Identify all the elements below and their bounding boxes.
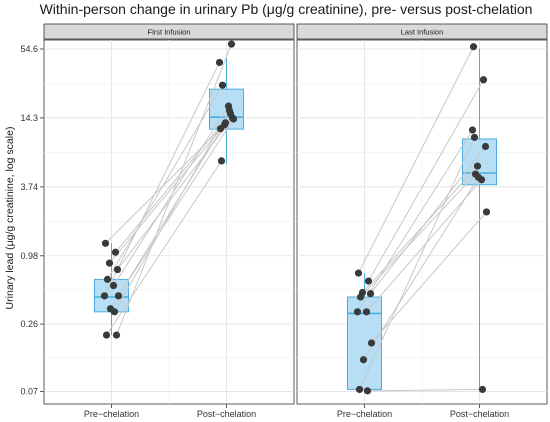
data-point-post	[481, 142, 490, 151]
pair-line	[109, 124, 225, 264]
data-point-post	[229, 115, 238, 123]
data-point-pre	[113, 265, 122, 274]
data-point-post	[227, 40, 236, 48]
data-point-pre	[112, 331, 121, 339]
y-tick-label: 3.74	[20, 182, 38, 192]
pair-line	[106, 160, 222, 336]
y-axis-title: Urinary lead (μg/g creatinine, log scale…	[4, 127, 16, 310]
pair-line	[363, 177, 479, 361]
strip-label: Last Infusion	[401, 28, 444, 37]
data-point-pre	[114, 292, 123, 300]
panel-1: First Infusion Pre−chelation Post−chelatio…	[43, 23, 295, 419]
data-point-pre	[363, 387, 372, 395]
y-tick-label: 0.26	[20, 319, 38, 329]
data-point-pre	[353, 308, 362, 316]
data-point-post	[482, 208, 491, 216]
data-point-pre	[356, 293, 365, 301]
panel-2: Last Infusion Pre−chelation Post−chelation	[296, 23, 548, 419]
data-point-pre	[362, 308, 371, 316]
data-point-post	[217, 157, 226, 165]
data-point-post	[218, 81, 227, 89]
data-point-pre	[102, 331, 111, 339]
strip-header	[43, 23, 295, 40]
pair-line	[114, 110, 230, 313]
data-point-pre	[364, 277, 373, 285]
data-point-post	[469, 43, 478, 51]
pair-line	[367, 388, 483, 392]
pair-line	[110, 122, 226, 310]
data-point-post	[215, 58, 224, 67]
pair-line	[370, 146, 486, 294]
data-point-pre	[355, 385, 364, 394]
y-tick-label: 54.6	[20, 44, 38, 54]
pair-line	[113, 105, 229, 286]
data-point-post	[478, 385, 487, 394]
x-tick-label: Post−chelation	[450, 409, 509, 419]
data-point-post	[473, 162, 482, 170]
data-point-pre	[367, 339, 376, 347]
data-point-pre	[101, 239, 110, 247]
data-point-pre	[366, 290, 375, 298]
data-point-post	[468, 126, 477, 134]
y-tick-label: 14.3	[20, 113, 38, 123]
pair-line	[368, 79, 484, 282]
data-point-pre	[109, 281, 118, 290]
data-point-pre	[359, 356, 368, 364]
data-point-pre	[103, 275, 112, 283]
data-point-post	[221, 119, 230, 127]
pair-line	[366, 179, 482, 313]
pair-line	[115, 113, 231, 253]
data-point-post	[479, 76, 488, 84]
data-point-pre	[111, 248, 120, 256]
data-point-post	[225, 106, 234, 115]
data-point-post	[470, 133, 479, 141]
pair-line	[104, 62, 220, 297]
strip-header	[296, 23, 548, 40]
y-tick-label: 0.07	[20, 387, 38, 397]
pair-line	[358, 46, 474, 274]
data-point-pre	[100, 292, 109, 300]
chart-title: Within-person change in urinary Pb (μg/g…	[40, 1, 533, 17]
pair-line	[118, 118, 234, 297]
pair-line	[362, 165, 478, 293]
plot-layer: 0.07 0.26 0.98 3.74 14.3 54.6 First Infusion Pr…	[20, 23, 548, 419]
strip-label: First Infusion	[148, 28, 191, 37]
pair-line	[357, 129, 473, 313]
x-tick-label: Post−chelation	[197, 409, 256, 419]
data-point-pre	[110, 308, 119, 316]
y-tick-label: 0.98	[20, 251, 38, 261]
data-point-post	[474, 173, 483, 181]
data-point-pre	[354, 269, 363, 277]
pair-line	[359, 137, 475, 390]
pair-line	[107, 84, 223, 280]
data-point-pre	[105, 259, 114, 267]
pair-line	[116, 43, 232, 336]
x-tick-label: Pre−chelation	[337, 409, 392, 419]
x-tick-label: Pre−chelation	[84, 409, 139, 419]
